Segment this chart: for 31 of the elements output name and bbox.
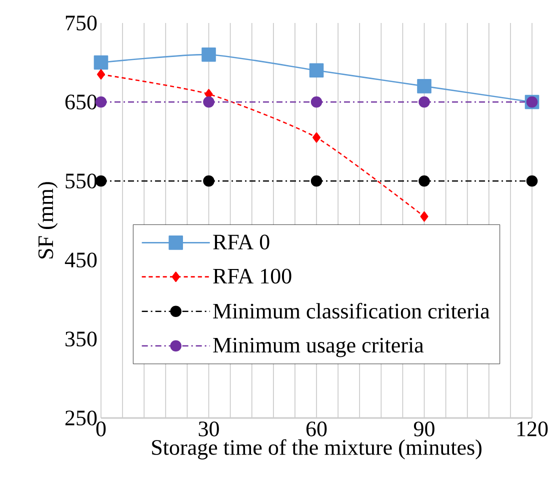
point — [202, 47, 216, 62]
x-tick-label: 120 — [517, 422, 548, 436]
legend-label: Minimum classification criteria — [213, 302, 490, 319]
point — [203, 175, 214, 187]
y-tick-label: 750 — [66, 16, 97, 30]
y-tick-label: 650 — [65, 94, 97, 110]
x-tick-label: 30 — [198, 422, 219, 436]
x-tick-label: 90 — [414, 422, 434, 436]
point — [309, 63, 324, 78]
point — [420, 211, 428, 222]
point — [418, 96, 430, 108]
y-tick-label: 450 — [64, 252, 97, 268]
y-tick-label: 550 — [66, 174, 97, 188]
x-axis-title: Storage time of the mixture (minutes) — [152, 439, 482, 460]
legend-label: Minimum usage criteria — [213, 338, 424, 358]
legend-label: RFA 100 — [213, 268, 292, 284]
x-tick-label: 60 — [306, 422, 327, 436]
point — [94, 55, 108, 70]
y-tick-label: 250 — [65, 410, 97, 426]
point — [310, 175, 322, 187]
y-axis-title: SF (mm) — [38, 182, 58, 258]
legend-label: RFA 0 — [213, 234, 270, 250]
point — [96, 69, 106, 80]
x-tick-label: 0 — [96, 422, 106, 436]
point — [310, 96, 322, 108]
point — [418, 175, 430, 187]
y-tick-label: 350 — [66, 332, 97, 346]
point — [203, 96, 214, 108]
point — [526, 175, 538, 187]
point — [417, 79, 432, 94]
point — [312, 132, 321, 143]
